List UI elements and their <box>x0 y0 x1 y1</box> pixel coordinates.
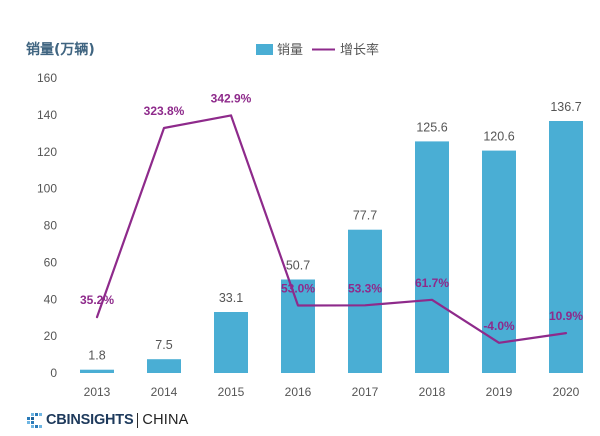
bar-sales-2013 <box>80 369 114 373</box>
growth-rate-label-2017: 53.3% <box>348 281 382 295</box>
logo-divider <box>137 412 139 428</box>
x-tick-label-2015: 2015 <box>218 385 245 399</box>
bar-sales-2015 <box>214 312 248 373</box>
logo-brand-text: CBINSIGHTS <box>46 412 134 428</box>
growth-rate-label-2013: 35.2% <box>80 293 114 307</box>
y-axis-ticks: 0 20 40 60 80 100 120 140 160 <box>37 71 57 380</box>
cbinsights-china-logo: CBINSIGHTS CHINA <box>27 411 189 429</box>
x-tick-label-2016: 2016 <box>285 385 312 399</box>
x-tick-label-2014: 2014 <box>151 385 178 399</box>
chart-legend: 销量 增长率 <box>256 42 379 58</box>
bar-value-label-2017: 77.7 <box>353 209 377 223</box>
bar-value-label-2018: 125.6 <box>416 120 447 134</box>
x-tick-label-2020: 2020 <box>553 385 580 399</box>
x-axis-ticks: 2013 2014 2015 2016 2017 2018 2019 2020 <box>84 385 580 399</box>
growth-rate-series <box>95 114 568 344</box>
legend-label-growth-rate: 增长率 <box>340 42 379 58</box>
bar-sales-2018 <box>415 141 449 373</box>
y-tick-label-160: 160 <box>37 71 57 85</box>
bar-sales-2016 <box>281 279 315 373</box>
growth-rate-label-2016: 53.0% <box>281 282 315 296</box>
logo-region-text: CHINA <box>142 412 189 428</box>
growth-rate-line <box>95 114 568 344</box>
growth-rate-label-2018: 61.7% <box>415 276 449 290</box>
growth-rate-labels: 35.2% 323.8% 342.9% 53.0% 53.3% 61.7% -4.0% 10.… <box>80 91 583 332</box>
bar-sales-2017 <box>348 229 382 373</box>
legend-swatch-sales <box>256 44 273 55</box>
cbinsights-mark-icon <box>27 412 42 428</box>
y-tick-label-40: 40 <box>44 292 58 306</box>
x-tick-label-2017: 2017 <box>352 385 379 399</box>
bar-value-label-2014: 7.5 <box>155 338 172 352</box>
y-axis-title: 销量(万辆) <box>26 41 95 58</box>
y-tick-label-140: 140 <box>37 108 57 122</box>
y-tick-label-60: 60 <box>44 255 58 269</box>
bar-value-label-2016: 50.7 <box>286 259 310 273</box>
y-tick-label-100: 100 <box>37 182 57 196</box>
legend-label-sales: 销量 <box>277 43 303 58</box>
x-tick-label-2018: 2018 <box>419 385 446 399</box>
bar-value-label-2019: 120.6 <box>483 130 514 144</box>
bar-value-label-2020: 136.7 <box>550 100 581 114</box>
y-tick-label-0: 0 <box>50 366 57 380</box>
y-tick-label-80: 80 <box>44 219 58 233</box>
bar-sales-2014 <box>147 359 181 373</box>
growth-rate-label-2015: 342.9% <box>211 91 252 105</box>
growth-rate-label-2014: 323.8% <box>144 104 185 118</box>
y-tick-label-20: 20 <box>44 329 58 343</box>
bar-value-label-2013: 1.8 <box>88 349 105 363</box>
bar-sales-2020 <box>549 121 583 373</box>
growth-rate-label-2019: -4.0% <box>483 319 515 333</box>
sales-bars <box>80 121 583 373</box>
x-tick-label-2019: 2019 <box>486 385 513 399</box>
sales-value-labels: 1.8 7.5 33.1 50.7 77.7 125.6 120.6 136.7 <box>88 100 581 363</box>
bar-sales-2019 <box>482 150 516 373</box>
x-tick-label-2013: 2013 <box>84 385 111 399</box>
growth-rate-label-2020: 10.9% <box>549 309 583 323</box>
y-tick-label-120: 120 <box>37 145 57 159</box>
bar-value-label-2015: 33.1 <box>219 291 243 305</box>
